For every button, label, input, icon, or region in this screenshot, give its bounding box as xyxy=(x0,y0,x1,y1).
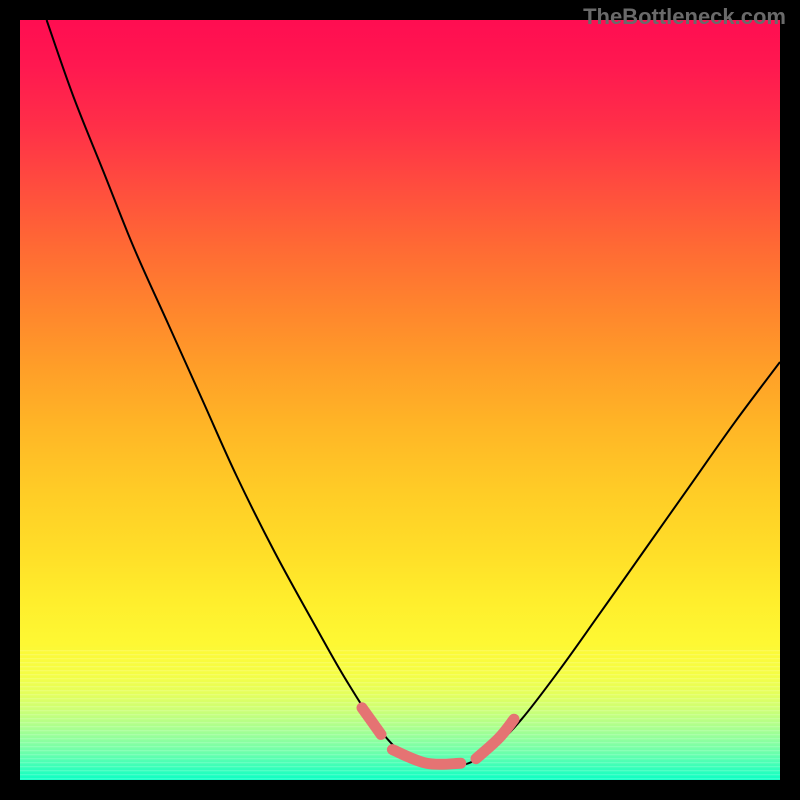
plot-background xyxy=(20,20,780,780)
watermark-text: TheBottleneck.com xyxy=(583,4,786,30)
bottleneck-chart xyxy=(0,0,800,800)
figure-root: TheBottleneck.com xyxy=(0,0,800,800)
